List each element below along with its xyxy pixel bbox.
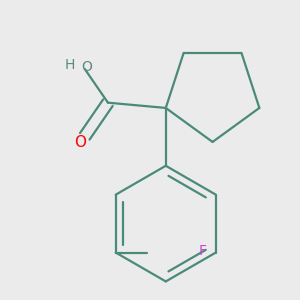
Text: O: O bbox=[82, 60, 92, 74]
Text: H: H bbox=[65, 58, 75, 72]
Text: O: O bbox=[75, 135, 87, 150]
Text: F: F bbox=[198, 244, 206, 259]
